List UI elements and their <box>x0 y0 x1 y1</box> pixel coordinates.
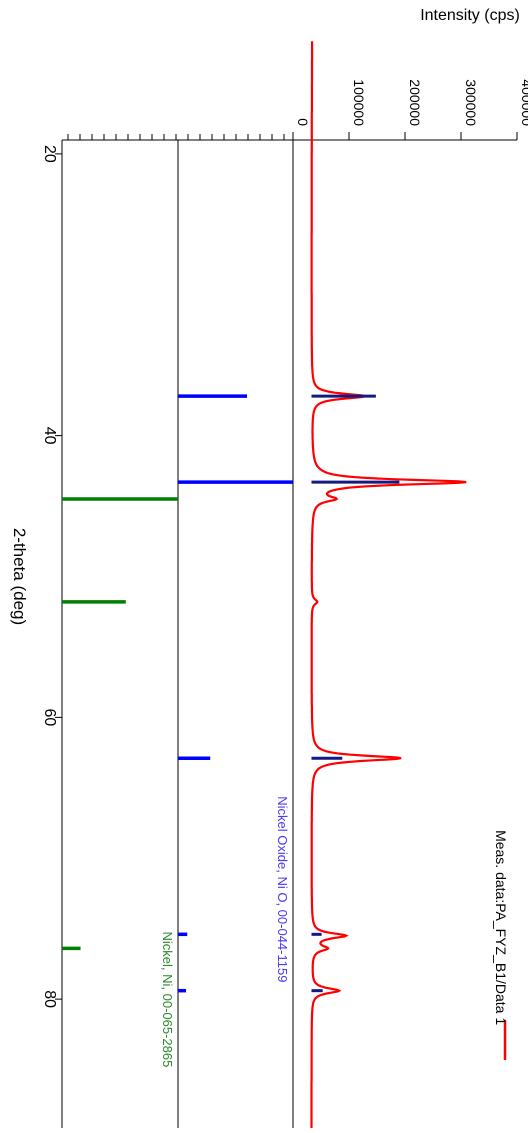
x-axis-title: 2-theta (deg) <box>10 528 29 625</box>
x-tick-label: 40 <box>41 427 58 445</box>
y-axis-title: Intensity (cps) <box>420 7 520 24</box>
phase-label-nickel: Nickel, Ni, 00-065-2865 <box>160 932 175 1068</box>
y-tick-label: 0 <box>295 118 311 126</box>
y-tick-label: 200000 <box>407 79 423 126</box>
x-tick-label: 60 <box>41 708 58 726</box>
legend-label: Meas. data:PA_FYZ_B1/Data 1 <box>493 830 509 1025</box>
x-tick-label: 80 <box>41 990 58 1008</box>
y-tick-label: 100000 <box>351 79 367 126</box>
measured-pattern-line <box>310 41 467 1133</box>
x-tick-label: 20 <box>41 145 58 163</box>
phase-label-nickel-oxide: Nickel Oxide, Ni O, 00-044-1159 <box>275 796 290 982</box>
y-tick-label: 300000 <box>463 79 479 126</box>
y-tick-label: 400000 <box>519 79 528 126</box>
